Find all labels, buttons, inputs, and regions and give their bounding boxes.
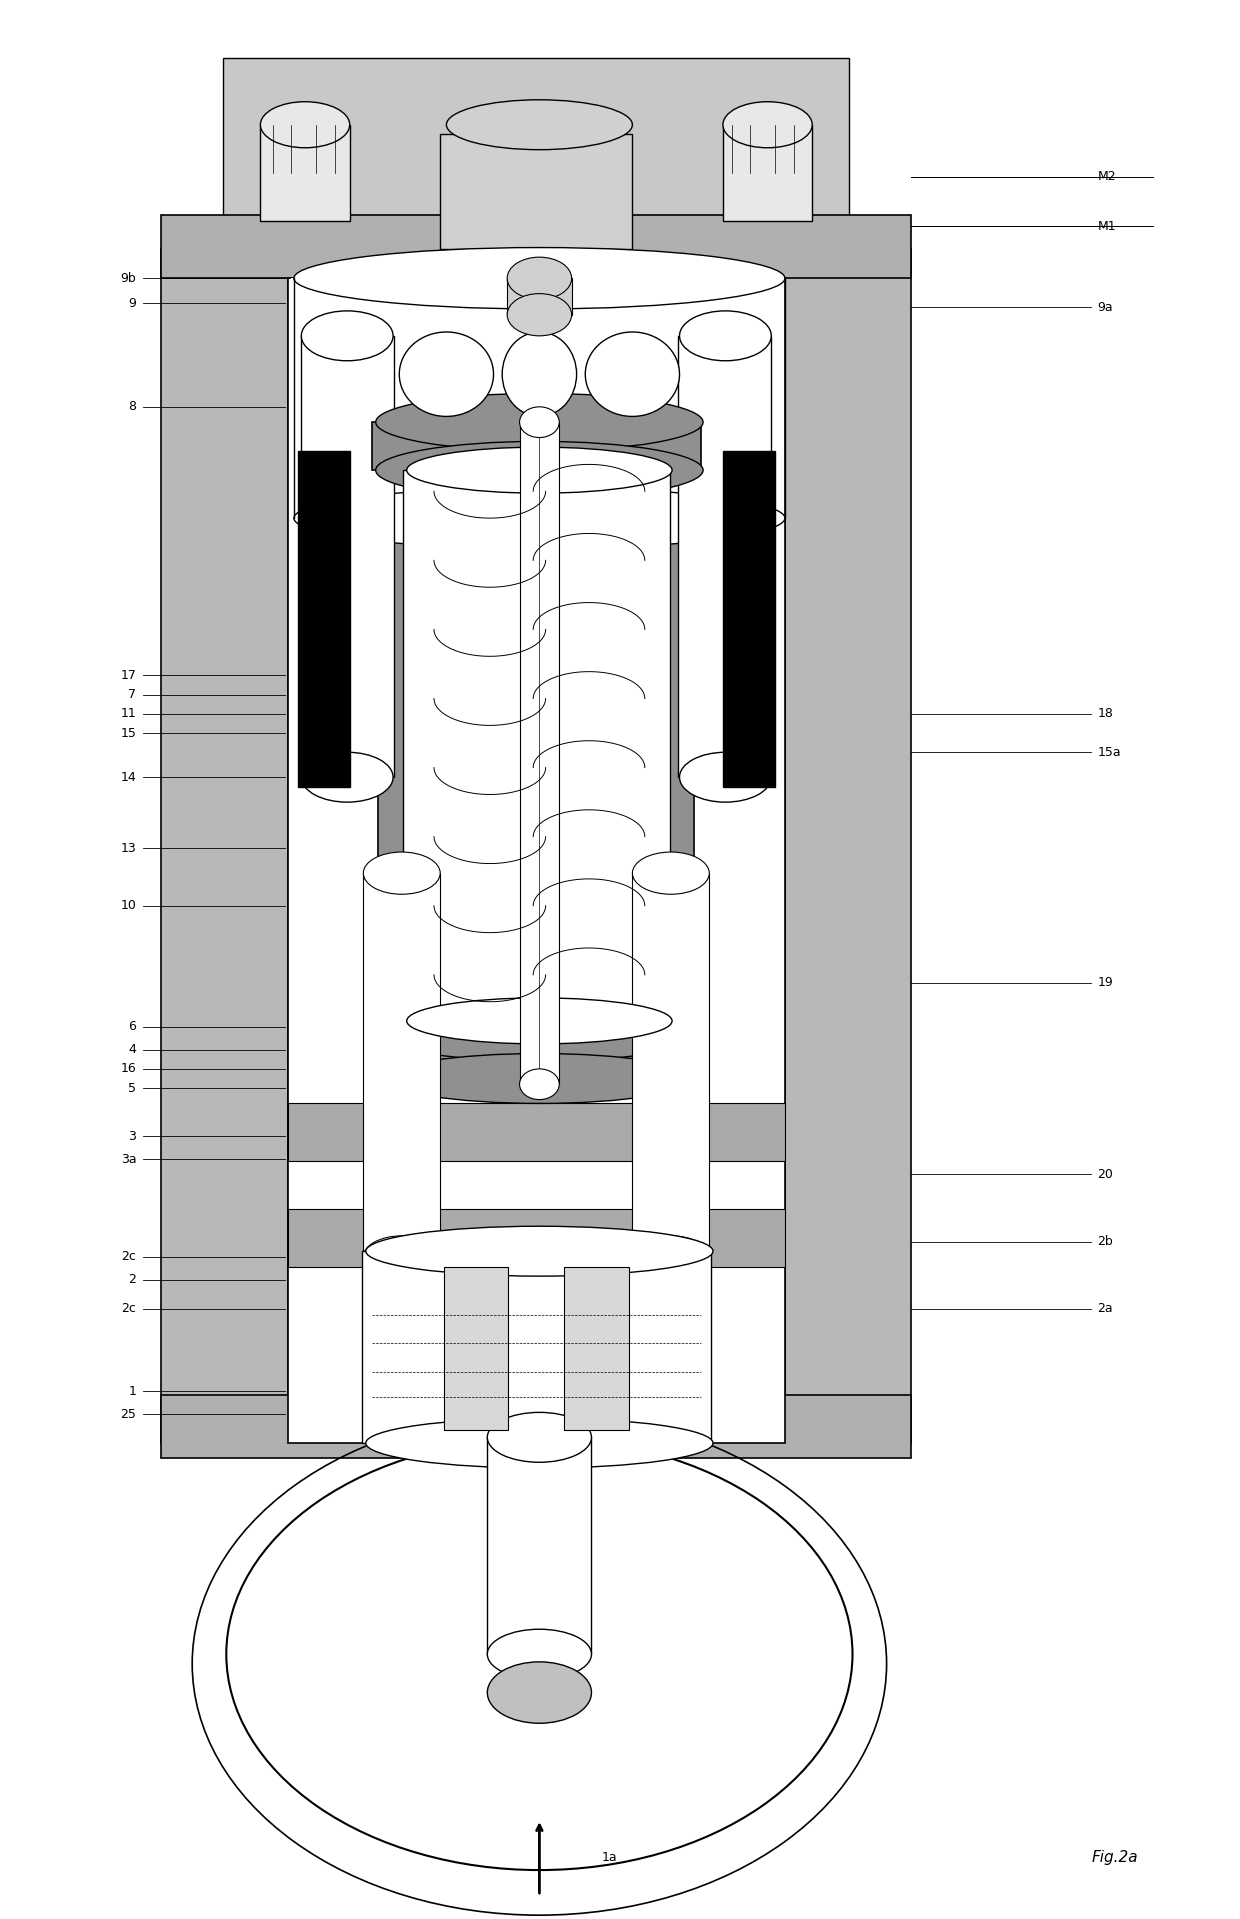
Text: 2c: 2c: [122, 1251, 136, 1263]
Ellipse shape: [376, 441, 703, 499]
Bar: [378, 451, 694, 1046]
Ellipse shape: [366, 1226, 713, 1276]
Ellipse shape: [446, 100, 632, 150]
Bar: [161, 1395, 911, 1458]
Ellipse shape: [520, 1069, 559, 1100]
Bar: [382, 1036, 691, 1078]
Text: 3a: 3a: [120, 1153, 136, 1165]
Ellipse shape: [294, 248, 785, 309]
Bar: [288, 278, 785, 1443]
Text: 1: 1: [129, 1386, 136, 1397]
Ellipse shape: [363, 1236, 440, 1278]
Text: 8: 8: [129, 401, 136, 413]
Ellipse shape: [507, 294, 572, 336]
Text: 2a: 2a: [1097, 1303, 1114, 1315]
Text: 3: 3: [129, 1130, 136, 1142]
Text: 9b: 9b: [120, 272, 136, 284]
Text: 9: 9: [129, 297, 136, 309]
Bar: [678, 336, 771, 777]
Ellipse shape: [487, 1412, 591, 1462]
Ellipse shape: [507, 257, 572, 299]
Ellipse shape: [407, 998, 672, 1044]
Bar: [564, 1267, 629, 1430]
Text: 4: 4: [129, 1044, 136, 1055]
Bar: [785, 249, 911, 1443]
Text: 7: 7: [129, 689, 136, 700]
Text: 13: 13: [120, 842, 136, 854]
Text: 1a: 1a: [601, 1852, 618, 1863]
Bar: [288, 1103, 785, 1161]
Bar: [363, 873, 440, 1257]
Ellipse shape: [520, 407, 559, 438]
Ellipse shape: [301, 752, 393, 802]
Text: M2: M2: [1097, 171, 1116, 182]
Bar: [362, 1251, 711, 1443]
Bar: [372, 422, 701, 470]
Ellipse shape: [487, 1629, 591, 1679]
Ellipse shape: [680, 311, 771, 361]
Bar: [723, 451, 775, 787]
Ellipse shape: [680, 752, 771, 802]
Text: 16: 16: [120, 1063, 136, 1075]
Text: 20: 20: [1097, 1169, 1114, 1180]
Bar: [291, 278, 781, 518]
Ellipse shape: [363, 852, 440, 894]
Text: 25: 25: [120, 1409, 136, 1420]
Ellipse shape: [399, 332, 494, 416]
Text: 15: 15: [120, 727, 136, 739]
Bar: [301, 336, 394, 777]
Text: Fig.2a: Fig.2a: [1091, 1850, 1138, 1865]
Ellipse shape: [632, 852, 709, 894]
Ellipse shape: [632, 1236, 709, 1278]
Ellipse shape: [376, 393, 703, 451]
Text: 18: 18: [1097, 708, 1114, 720]
Ellipse shape: [386, 1011, 693, 1061]
Ellipse shape: [301, 311, 393, 361]
Ellipse shape: [386, 1054, 693, 1103]
Bar: [223, 58, 849, 249]
Ellipse shape: [585, 332, 680, 416]
Text: 14: 14: [120, 771, 136, 783]
Ellipse shape: [366, 1418, 713, 1468]
Ellipse shape: [226, 1439, 853, 1869]
Bar: [487, 1437, 591, 1654]
Bar: [440, 134, 632, 249]
Text: 19: 19: [1097, 977, 1114, 988]
Ellipse shape: [294, 487, 785, 549]
Bar: [520, 422, 559, 1084]
Bar: [161, 249, 288, 1443]
Bar: [723, 125, 812, 221]
Ellipse shape: [487, 1662, 591, 1723]
Text: 11: 11: [120, 708, 136, 720]
Text: 17: 17: [120, 670, 136, 681]
Ellipse shape: [260, 102, 350, 148]
Bar: [507, 278, 572, 315]
Text: 2c: 2c: [122, 1303, 136, 1315]
Bar: [260, 125, 350, 221]
Ellipse shape: [723, 102, 812, 148]
Bar: [403, 470, 670, 1021]
Text: 6: 6: [129, 1021, 136, 1032]
Ellipse shape: [407, 447, 672, 493]
Text: 9a: 9a: [1097, 301, 1114, 313]
Text: 5: 5: [129, 1082, 136, 1094]
Bar: [161, 215, 911, 278]
Text: 15a: 15a: [1097, 746, 1121, 758]
Text: 2: 2: [129, 1274, 136, 1286]
Bar: [298, 451, 350, 787]
Bar: [444, 1267, 508, 1430]
Bar: [632, 873, 709, 1257]
Text: M1: M1: [1097, 221, 1116, 232]
Text: 2b: 2b: [1097, 1236, 1114, 1247]
Text: 10: 10: [120, 900, 136, 912]
Bar: [288, 1209, 785, 1267]
Ellipse shape: [502, 332, 577, 416]
